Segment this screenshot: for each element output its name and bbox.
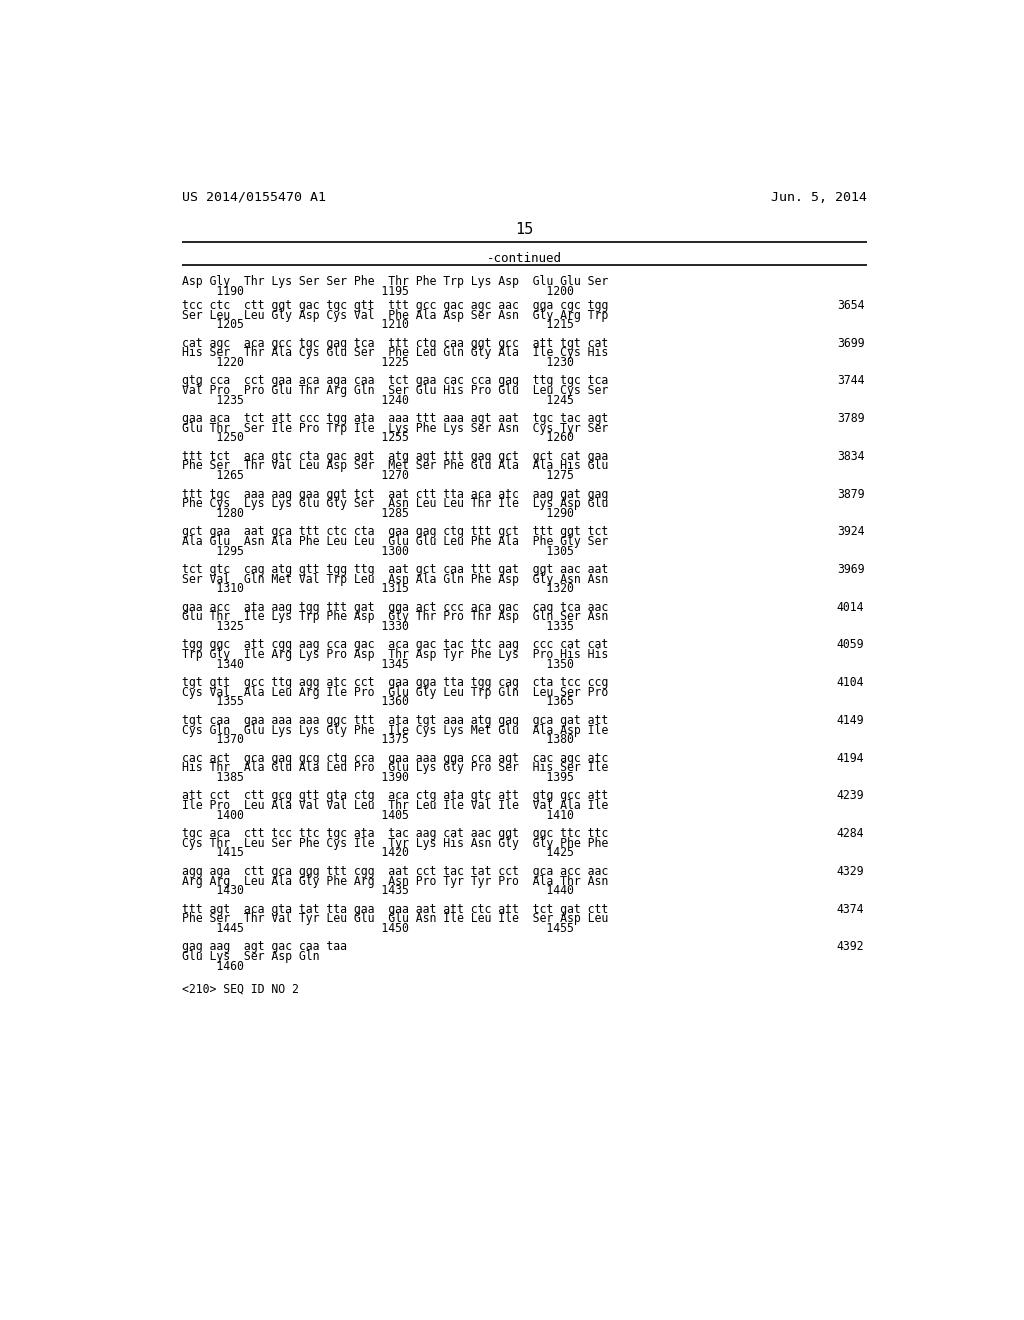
Text: His Ser  Thr Ala Cys Glu Ser  Phe Leu Gln Gly Ala  Ile Cys His: His Ser Thr Ala Cys Glu Ser Phe Leu Gln … xyxy=(182,346,608,359)
Text: 3879: 3879 xyxy=(837,487,864,500)
Text: Ile Pro  Leu Ala Val Val Leu  Thr Leu Ile Val Ile  Val Ala Ile: Ile Pro Leu Ala Val Val Leu Thr Leu Ile … xyxy=(182,799,608,812)
Text: Asp Gly  Thr Lys Ser Ser Phe  Thr Phe Trp Lys Asp  Glu Glu Ser: Asp Gly Thr Lys Ser Ser Phe Thr Phe Trp … xyxy=(182,276,608,289)
Text: tgt caa  gaa aaa aaa ggc ttt  ata tgt aaa atg gag  gca gat att: tgt caa gaa aaa aaa ggc ttt ata tgt aaa … xyxy=(182,714,608,727)
Text: tgt gtt  gcc ttg agg atc cct  gaa gga tta tgg cag  cta tcc ccg: tgt gtt gcc ttg agg atc cct gaa gga tta … xyxy=(182,676,608,689)
Text: 4392: 4392 xyxy=(837,940,864,953)
Text: 4149: 4149 xyxy=(837,714,864,727)
Text: 3969: 3969 xyxy=(837,564,864,576)
Text: Cys Thr  Leu Ser Phe Cys Ile  Tyr Lys His Asn Gly  Gly Phe Phe: Cys Thr Leu Ser Phe Cys Ile Tyr Lys His … xyxy=(182,837,608,850)
Text: Arg Arg  Leu Ala Gly Phe Arg  Asn Pro Tyr Tyr Pro  Ala Thr Asn: Arg Arg Leu Ala Gly Phe Arg Asn Pro Tyr … xyxy=(182,875,608,887)
Text: Ala Glu  Asn Ala Phe Leu Leu  Glu Glu Leu Phe Ala  Phe Gly Ser: Ala Glu Asn Ala Phe Leu Leu Glu Glu Leu … xyxy=(182,535,608,548)
Text: 4374: 4374 xyxy=(837,903,864,916)
Text: ttt tgc  aaa aag gaa ggt tct  aat ctt tta aca atc  aag gat gag: ttt tgc aaa aag gaa ggt tct aat ctt tta … xyxy=(182,487,608,500)
Text: ttt tct  aca gtc cta gac agt  atg agt ttt gag gct  gct cat gaa: ttt tct aca gtc cta gac agt atg agt ttt … xyxy=(182,450,608,463)
Text: agg aga  ctt gca ggg ttt cgg  aat cct tac tat cct  gca acc aac: agg aga ctt gca ggg ttt cgg aat cct tac … xyxy=(182,865,608,878)
Text: Glu Thr  Ile Lys Trp Phe Asp  Gly Thr Pro Thr Asp  Gln Ser Asn: Glu Thr Ile Lys Trp Phe Asp Gly Thr Pro … xyxy=(182,610,608,623)
Text: 15: 15 xyxy=(516,222,534,236)
Text: gag aag  agt gac caa taa: gag aag agt gac caa taa xyxy=(182,940,347,953)
Text: tct gtc  cag atg gtt tgg ttg  aat gct caa ttt gat  ggt aac aat: tct gtc cag atg gtt tgg ttg aat gct caa … xyxy=(182,564,608,576)
Text: 4239: 4239 xyxy=(837,789,864,803)
Text: 3654: 3654 xyxy=(837,298,864,312)
Text: 1370                    1375                    1380: 1370 1375 1380 xyxy=(182,733,574,746)
Text: 1280                    1285                    1290: 1280 1285 1290 xyxy=(182,507,574,520)
Text: tgc aca  ctt tcc ttc tgc ata  tac aag cat aac ggt  ggc ttc ttc: tgc aca ctt tcc ttc tgc ata tac aag cat … xyxy=(182,828,608,840)
Text: 3834: 3834 xyxy=(837,450,864,463)
Text: 1295                    1300                    1305: 1295 1300 1305 xyxy=(182,545,574,557)
Text: 1235                    1240                    1245: 1235 1240 1245 xyxy=(182,393,574,407)
Text: Glu Thr  Ser Ile Pro Trp Ile  Lys Phe Lys Ser Asn  Cys Tyr Ser: Glu Thr Ser Ile Pro Trp Ile Lys Phe Lys … xyxy=(182,422,608,434)
Text: 1430                    1435                    1440: 1430 1435 1440 xyxy=(182,884,574,898)
Text: Phe Ser  Thr Val Tyr Leu Glu  Glu Asn Ile Leu Ile  Ser Asp Leu: Phe Ser Thr Val Tyr Leu Glu Glu Asn Ile … xyxy=(182,912,608,925)
Text: ttt agt  aca gta tat tta gaa  gaa aat att ctc att  tct gat ctt: ttt agt aca gta tat tta gaa gaa aat att … xyxy=(182,903,608,916)
Text: 3699: 3699 xyxy=(837,337,864,350)
Text: <210> SEQ ID NO 2: <210> SEQ ID NO 2 xyxy=(182,982,299,995)
Text: 1250                    1255                    1260: 1250 1255 1260 xyxy=(182,432,574,445)
Text: tgg ggc  att cgg aag cca gac  aca gac tac ttc aag  ccc cat cat: tgg ggc att cgg aag cca gac aca gac tac … xyxy=(182,639,608,652)
Text: 1340                    1345                    1350: 1340 1345 1350 xyxy=(182,657,574,671)
Text: 1205                    1210                    1215: 1205 1210 1215 xyxy=(182,318,574,331)
Text: His Thr  Ala Glu Ala Leu Pro  Glu Lys Gly Pro Ser  His Ser Ile: His Thr Ala Glu Ala Leu Pro Glu Lys Gly … xyxy=(182,762,608,775)
Text: 1460: 1460 xyxy=(182,960,244,973)
Text: 4284: 4284 xyxy=(837,828,864,840)
Text: Ser Val  Gln Met Val Trp Leu  Asn Ala Gln Phe Asp  Gly Asn Asn: Ser Val Gln Met Val Trp Leu Asn Ala Gln … xyxy=(182,573,608,586)
Text: Jun. 5, 2014: Jun. 5, 2014 xyxy=(771,191,867,203)
Text: 3924: 3924 xyxy=(837,525,864,539)
Text: 1415                    1420                    1425: 1415 1420 1425 xyxy=(182,846,574,859)
Text: 1265                    1270                    1275: 1265 1270 1275 xyxy=(182,469,574,482)
Text: Phe Cys  Lys Lys Glu Gly Ser  Asn Leu Leu Thr Ile  Lys Asp Glu: Phe Cys Lys Lys Glu Gly Ser Asn Leu Leu … xyxy=(182,498,608,511)
Text: 3744: 3744 xyxy=(837,375,864,387)
Text: 4194: 4194 xyxy=(837,751,864,764)
Text: US 2014/0155470 A1: US 2014/0155470 A1 xyxy=(182,191,327,203)
Text: gaa acc  ata aag tgg ttt gat  gga act ccc aca gac  cag tca aac: gaa acc ata aag tgg ttt gat gga act ccc … xyxy=(182,601,608,614)
Text: Glu Lys  Ser Asp Gln: Glu Lys Ser Asp Gln xyxy=(182,950,319,964)
Text: tcc ctc  ctt ggt gac tgc gtt  ttt gcc gac agc aac  gga cgc tgg: tcc ctc ctt ggt gac tgc gtt ttt gcc gac … xyxy=(182,298,608,312)
Text: cac act  gca gag gcg ctg cca  gaa aaa gga cca agt  cac agc atc: cac act gca gag gcg ctg cca gaa aaa gga … xyxy=(182,751,608,764)
Text: gtg cca  cct gaa aca aga caa  tct gaa cac cca gag  ttg tgc tca: gtg cca cct gaa aca aga caa tct gaa cac … xyxy=(182,375,608,387)
Text: 1400                    1405                    1410: 1400 1405 1410 xyxy=(182,809,574,821)
Text: Val Pro  Pro Glu Thr Arg Gln  Ser Glu His Pro Glu  Leu Cys Ser: Val Pro Pro Glu Thr Arg Gln Ser Glu His … xyxy=(182,384,608,397)
Text: Trp Gly  Ile Arg Lys Pro Asp  Thr Asp Tyr Phe Lys  Pro His His: Trp Gly Ile Arg Lys Pro Asp Thr Asp Tyr … xyxy=(182,648,608,661)
Text: 1445                    1450                    1455: 1445 1450 1455 xyxy=(182,921,574,935)
Text: 1325                    1330                    1335: 1325 1330 1335 xyxy=(182,620,574,634)
Text: Phe Ser  Thr Val Leu Asp Ser  Met Ser Phe Glu Ala  Ala His Glu: Phe Ser Thr Val Leu Asp Ser Met Ser Phe … xyxy=(182,459,608,473)
Text: Cys Gln  Glu Lys Lys Gly Phe  Ile Cys Lys Met Glu  Ala Asp Ile: Cys Gln Glu Lys Lys Gly Phe Ile Cys Lys … xyxy=(182,723,608,737)
Text: 1385                    1390                    1395: 1385 1390 1395 xyxy=(182,771,574,784)
Text: cat agc  aca gcc tgc gag tca  ttt ctg caa ggt gcc  att tgt cat: cat agc aca gcc tgc gag tca ttt ctg caa … xyxy=(182,337,608,350)
Text: gct gaa  aat gca ttt ctc cta  gaa gag ctg ttt gct  ttt ggt tct: gct gaa aat gca ttt ctc cta gaa gag ctg … xyxy=(182,525,608,539)
Text: 1190                    1195                    1200: 1190 1195 1200 xyxy=(182,285,574,298)
Text: 4329: 4329 xyxy=(837,865,864,878)
Text: 1310                    1315                    1320: 1310 1315 1320 xyxy=(182,582,574,595)
Text: 1220                    1225                    1230: 1220 1225 1230 xyxy=(182,356,574,368)
Text: 4059: 4059 xyxy=(837,639,864,652)
Text: -continued: -continued xyxy=(487,252,562,265)
Text: gaa aca  tct att ccc tgg ata  aaa ttt aaa agt aat  tgc tac agt: gaa aca tct att ccc tgg ata aaa ttt aaa … xyxy=(182,412,608,425)
Text: 3789: 3789 xyxy=(837,412,864,425)
Text: Ser Leu  Leu Gly Asp Cys Val  Phe Ala Asp Ser Asn  Gly Arg Trp: Ser Leu Leu Gly Asp Cys Val Phe Ala Asp … xyxy=(182,309,608,322)
Text: 4014: 4014 xyxy=(837,601,864,614)
Text: Cys Val  Ala Leu Arg Ile Pro  Glu Gly Leu Trp Gln  Leu Ser Pro: Cys Val Ala Leu Arg Ile Pro Glu Gly Leu … xyxy=(182,686,608,698)
Text: 4104: 4104 xyxy=(837,676,864,689)
Text: 1355                    1360                    1365: 1355 1360 1365 xyxy=(182,696,574,709)
Text: att cct  ctt gcg gtt gta ctg  aca ctg ata gtc att  gtg gcc att: att cct ctt gcg gtt gta ctg aca ctg ata … xyxy=(182,789,608,803)
